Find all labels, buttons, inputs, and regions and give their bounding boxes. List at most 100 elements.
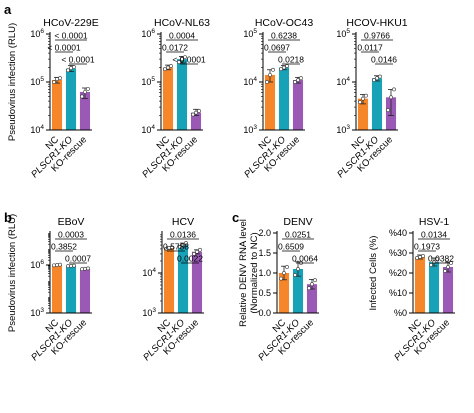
data-point — [192, 252, 196, 256]
y-tick-label: 105 — [30, 76, 44, 87]
y-tick-label: 105 — [243, 28, 257, 39]
y-tick-label: 106 — [30, 259, 44, 270]
data-point — [299, 76, 303, 81]
data-point — [282, 271, 286, 275]
data-point — [181, 243, 185, 247]
bar-nc — [163, 248, 175, 313]
y-tick-label: 103 — [142, 307, 156, 318]
data-point — [265, 80, 269, 84]
chart-title: HCoV-229E — [43, 17, 98, 29]
data-point — [66, 68, 70, 73]
chart-1: HCoV-NL63104105106NCPLSCR1-KOKO-rescue0.… — [140, 17, 210, 180]
data-point — [285, 64, 289, 68]
bar-plscr1-ko — [428, 262, 440, 313]
data-point — [364, 93, 368, 98]
bar-plscr1-ko — [176, 59, 188, 131]
data-point — [83, 90, 87, 94]
y-tick-label: 0.0 — [258, 308, 271, 318]
data-point — [180, 57, 184, 61]
data-point — [83, 266, 87, 271]
y-tick-label: 106 — [141, 28, 155, 39]
pvalue-label: 0.6509 — [278, 242, 304, 252]
bar-nc — [278, 273, 290, 313]
y-axis-label: Pseudovirus infection (RLU) — [7, 214, 18, 332]
panel-label-a: a — [4, 2, 12, 17]
y-tick-label: 104 — [336, 76, 350, 87]
y-tick-label: 103 — [336, 124, 350, 135]
data-point — [86, 86, 90, 91]
data-point — [271, 67, 275, 72]
y-tick-label: 104 — [30, 124, 44, 135]
data-point — [361, 96, 365, 101]
pvalue-label: < 0.0001 — [172, 55, 206, 65]
chart-6: DENV0.00.51.01.52.0NCPLSCR1-KOKO-rescue0… — [238, 216, 319, 363]
pvalue-label: 0.0007 — [65, 254, 91, 264]
y-tick-label: 105 — [336, 28, 350, 39]
y-tick-label: 104 — [142, 267, 156, 278]
y-tick-label: 104 — [243, 76, 257, 87]
chart-3: HCOV-HKU1103104105NCPLSCR1-KOKO-rescue0.… — [335, 17, 408, 180]
data-point — [285, 265, 289, 269]
data-point — [177, 60, 181, 64]
data-point — [80, 267, 84, 272]
pvalue-label: 0.6238 — [271, 31, 297, 41]
data-point — [183, 55, 187, 60]
data-point — [268, 73, 272, 77]
data-point — [279, 67, 283, 72]
data-point — [197, 108, 201, 113]
bar-ko-rescue — [79, 268, 91, 313]
y-tick-label: 2.0 — [258, 228, 271, 238]
bar-nc — [51, 265, 63, 313]
y-tick-label: %10 — [389, 288, 407, 298]
data-point — [392, 87, 396, 92]
data-point — [163, 67, 167, 72]
pvalue-label: 0.9766 — [364, 31, 390, 41]
data-point — [421, 254, 425, 258]
bar-nc — [51, 80, 63, 130]
y-tick-label: %0 — [394, 308, 407, 318]
y-tick-label: 103 — [30, 307, 44, 318]
data-point — [169, 64, 173, 68]
pvalue-label: 0.0218 — [278, 55, 304, 65]
pvalue-label: 0.0382 — [428, 254, 454, 264]
data-point — [178, 244, 182, 249]
y-tick-label: 103 — [243, 124, 257, 135]
pvalue-label: 0.0117 — [357, 43, 383, 53]
data-point — [372, 78, 376, 82]
bar-plscr1-ko — [65, 68, 77, 130]
bar-ko-rescue — [79, 91, 91, 130]
bar-plscr1-ko — [177, 245, 189, 313]
data-point — [166, 65, 170, 70]
bar-plscr1-ko — [292, 269, 304, 313]
data-point — [313, 278, 317, 283]
pvalue-label: < 0.0001 — [61, 55, 95, 65]
data-point — [435, 257, 439, 261]
y-axis-label: Pseudovirus infection (RLU) — [7, 23, 18, 141]
bar-ko-rescue — [191, 251, 203, 313]
data-point — [170, 245, 174, 250]
bar-ko-rescue — [292, 80, 304, 130]
chart-2: HCoV-OC43103104105NCPLSCR1-KOKO-rescue0.… — [242, 17, 313, 180]
y-tick-label: 0.5 — [258, 288, 271, 298]
y-tick-label: %20 — [389, 268, 407, 278]
data-point — [307, 286, 311, 291]
chart-title: HCoV-OC43 — [255, 17, 314, 29]
chart-title: HCV — [172, 216, 194, 228]
data-point — [195, 249, 199, 254]
chart-4: EBoV103106NCPLSCR1-KOKO-rescue0.00030.38… — [7, 214, 92, 363]
data-point — [296, 267, 300, 271]
data-point — [194, 110, 198, 115]
pvalue-label: 0.0697 — [264, 43, 290, 53]
chart-5: HCV103104NCPLSCR1-KOKO-rescue0.01360.578… — [141, 216, 204, 363]
chart-title: HCOV-HKU1 — [346, 17, 407, 29]
data-point — [310, 282, 314, 287]
pvalue-label: < 0.0001 — [54, 31, 88, 41]
data-point — [55, 263, 59, 267]
bar-nc — [414, 257, 426, 313]
pvalue-label: 0.0064 — [292, 254, 318, 264]
data-point — [282, 65, 286, 70]
pvalue-label: 0.0134 — [421, 230, 447, 240]
data-point — [184, 241, 188, 245]
y-tick-label: 105 — [141, 76, 155, 87]
